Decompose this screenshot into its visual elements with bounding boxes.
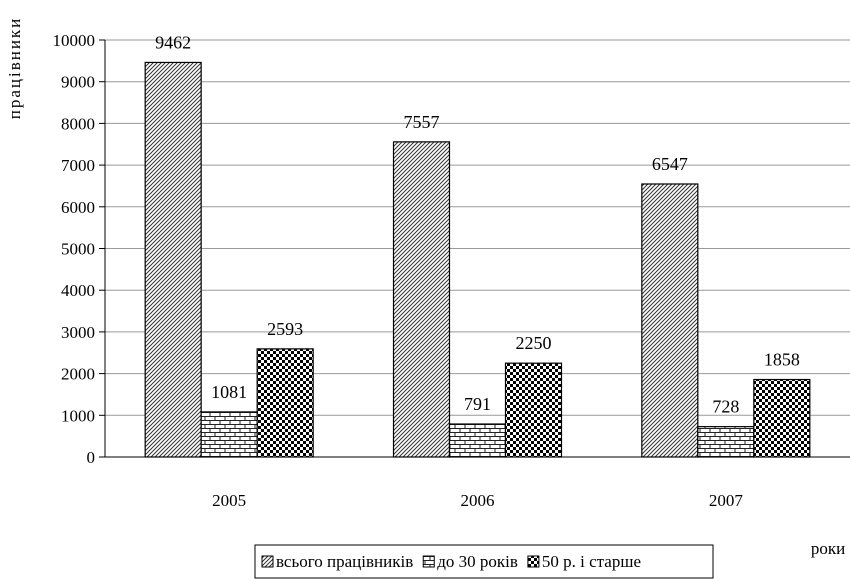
legend: всього працівників до 30 років 50 р. і ста… <box>254 544 714 579</box>
bar <box>641 183 699 458</box>
y-tick-label: 9000 <box>61 73 95 92</box>
y-tick-label: 10000 <box>53 31 96 50</box>
x-axis-ticks: 2005 2006 2007 <box>212 491 743 510</box>
legend-swatch <box>422 555 435 568</box>
y-tick-label: 0 <box>87 448 96 467</box>
y-tick-label: 7000 <box>61 156 95 175</box>
y-tick-label: 5000 <box>61 240 95 259</box>
x-tick-label: 2006 <box>461 491 495 510</box>
legend-label: 50 р. і старше <box>542 552 641 571</box>
bar <box>753 378 811 458</box>
bar <box>256 348 314 458</box>
y-tick-label: 2000 <box>61 365 95 384</box>
bar <box>200 411 258 458</box>
data-label: 7557 <box>404 112 440 132</box>
y-axis-ticks: 0 1000 2000 3000 4000 5000 6000 7000 8000 9000 100… <box>53 31 105 467</box>
bar <box>504 362 563 458</box>
y-tick-label: 6000 <box>61 198 95 217</box>
data-label: 2593 <box>267 319 303 339</box>
x-axis-label: роки <box>811 539 845 558</box>
bar <box>697 426 755 458</box>
y-tick-label: 4000 <box>61 281 95 300</box>
data-label: 1081 <box>211 382 247 402</box>
data-label: 2250 <box>516 333 552 353</box>
y-axis-label: працівники <box>5 17 24 120</box>
data-labels: 9462 1081 2593 7557 791 2250 6547 728 1858 <box>155 32 800 416</box>
bar <box>392 141 451 458</box>
y-tick-label: 3000 <box>61 323 95 342</box>
y-tick-label: 1000 <box>61 406 95 425</box>
legend-box <box>254 544 714 579</box>
legend-label: всього працівників <box>276 552 413 571</box>
bars <box>144 61 811 458</box>
data-label: 728 <box>712 397 739 417</box>
y-tick-label: 8000 <box>61 114 95 133</box>
x-tick-label: 2007 <box>709 491 744 510</box>
data-label: 791 <box>464 394 491 414</box>
gridlines <box>105 39 850 416</box>
bar <box>144 61 202 458</box>
data-label: 9462 <box>155 32 191 52</box>
legend-label: до 30 років <box>437 552 518 571</box>
data-label: 6547 <box>652 154 688 174</box>
data-label: 1858 <box>764 350 800 370</box>
legend-swatch <box>261 555 274 568</box>
bar <box>448 423 507 458</box>
legend-swatch <box>527 555 540 568</box>
x-tick-label: 2005 <box>212 491 246 510</box>
